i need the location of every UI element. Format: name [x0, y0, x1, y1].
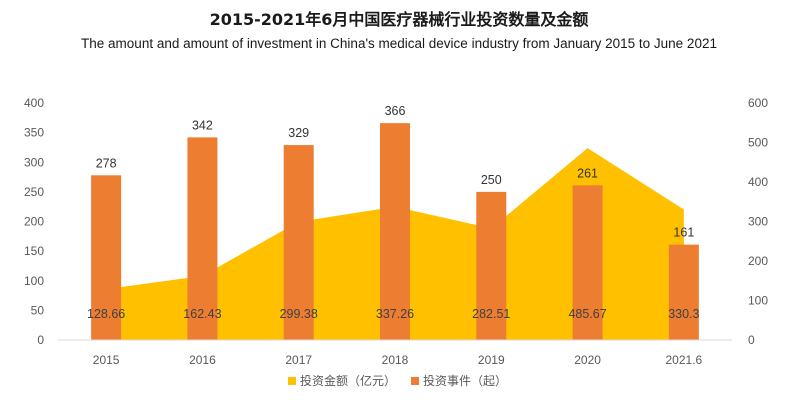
- y-right-tick-200: 200: [748, 254, 768, 268]
- y-right-tick-0: 0: [748, 333, 755, 347]
- x-tick-2015: 2015: [93, 353, 120, 367]
- area-label-2017: 299.38: [280, 307, 318, 321]
- y-left-tick-0: 0: [37, 333, 44, 347]
- bar-2017: [283, 145, 314, 340]
- bar-label-2017: 329: [288, 126, 309, 140]
- legend-label-investment-events: 投资事件（起）: [423, 373, 507, 388]
- y-right-tick-100: 100: [748, 294, 768, 308]
- bar-2020: [572, 185, 603, 340]
- y-right-tick-600: 600: [748, 96, 768, 110]
- bar-2021.6: [668, 244, 699, 340]
- chart-subtitle: The amount and amount of investment in C…: [81, 36, 717, 51]
- y-left-tick-200: 200: [24, 215, 44, 229]
- y-right-tick-400: 400: [748, 175, 768, 189]
- y-left-tick-350: 350: [24, 126, 44, 140]
- bar-label-2015: 278: [96, 156, 117, 170]
- bar-2019: [476, 191, 507, 340]
- legend-swatch-investment-events: [411, 377, 419, 385]
- y-right-tick-300: 300: [748, 215, 768, 229]
- bar-label-2019: 250: [481, 173, 502, 187]
- chart-title: 2015-2021年6月中国医疗器械行业投资数量及金额: [209, 10, 589, 29]
- y-left-tick-300: 300: [24, 155, 44, 169]
- y-left-tick-100: 100: [24, 274, 44, 288]
- y-left-tick-400: 400: [24, 96, 44, 110]
- legend-label-investment-amount: 投资金额（亿元）: [300, 373, 396, 388]
- bar-label-2020: 261: [577, 166, 598, 180]
- legend-swatch-investment-amount: [288, 377, 296, 385]
- x-tick-2020: 2020: [574, 353, 601, 367]
- bar-label-2021.6: 161: [673, 226, 694, 240]
- x-tick-2018: 2018: [382, 353, 409, 367]
- area-label-2019: 282.51: [472, 307, 510, 321]
- area-label-2016: 162.43: [183, 307, 221, 321]
- area-label-2015: 128.66: [87, 307, 125, 321]
- area-label-2021.6: 330.3: [668, 307, 699, 321]
- x-tick-2017: 2017: [285, 353, 312, 367]
- y-left-tick-150: 150: [24, 244, 44, 258]
- x-tick-2021.6: 2021.6: [666, 353, 703, 367]
- x-tick-2016: 2016: [189, 353, 216, 367]
- y-right-tick-500: 500: [748, 136, 768, 150]
- y-left-tick-50: 50: [31, 303, 45, 317]
- area-label-2020: 485.67: [568, 307, 606, 321]
- x-tick-2019: 2019: [478, 353, 505, 367]
- area-label-2018: 337.26: [376, 307, 414, 321]
- bar-2015: [91, 175, 122, 340]
- bar-2016: [187, 137, 218, 340]
- y-left-tick-250: 250: [24, 185, 44, 199]
- bar-label-2016: 342: [192, 118, 213, 132]
- bar-2018: [380, 123, 410, 341]
- bar-label-2018: 366: [385, 104, 406, 118]
